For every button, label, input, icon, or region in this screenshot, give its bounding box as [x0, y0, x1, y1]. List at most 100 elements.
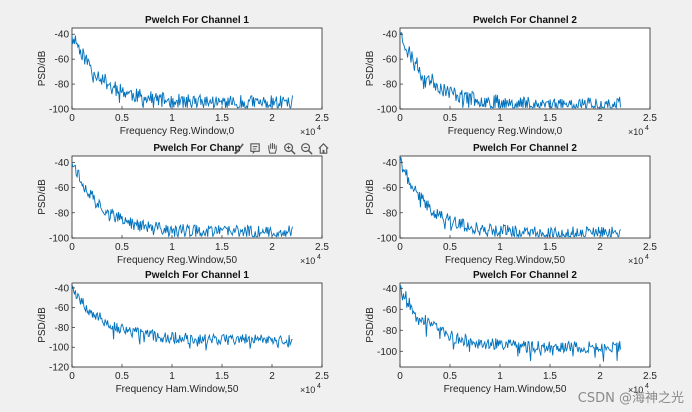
- psd-line: [399, 156, 621, 239]
- y-axis-label: PSD/dB: [365, 50, 376, 86]
- x-tick-label: 0.5: [115, 242, 129, 253]
- y-tick-label: -40: [383, 158, 398, 169]
- y-tick-label: -40: [55, 283, 70, 294]
- y-tick-label: -80: [383, 208, 398, 219]
- x-tick-label: 0: [69, 371, 75, 382]
- y-tick-label: -60: [383, 183, 398, 194]
- x-exponent-label: ×10: [628, 385, 643, 395]
- x-tick-label: 2.5: [315, 371, 329, 382]
- x-tick-label: 0.5: [443, 371, 457, 382]
- y-tick-label: -100: [377, 105, 397, 116]
- x-tick-label: 1: [497, 242, 503, 253]
- y-tick-label: -100: [377, 234, 397, 245]
- x-tick-label: 2.5: [643, 242, 657, 253]
- plot-area: [399, 282, 651, 368]
- x-tick-label: 0: [397, 371, 403, 382]
- x-tick-label: 0.5: [443, 113, 457, 124]
- x-exponent-power: 4: [645, 125, 649, 132]
- x-tick-label: 2.5: [643, 371, 657, 382]
- x-exponent-power: 4: [645, 383, 649, 390]
- datatip-icon: [249, 142, 260, 154]
- x-axis-label: Frequency Reg.Window,0: [120, 126, 235, 137]
- x-exponent-label: ×10: [628, 256, 643, 266]
- chart-title: Pwelch For Chann: [153, 143, 240, 154]
- y-axis-label: PSD/dB: [37, 179, 48, 215]
- brush-button[interactable]: [231, 141, 245, 155]
- restore-view-button[interactable]: [316, 141, 330, 155]
- x-tick-label: 1.5: [543, 242, 557, 253]
- y-axis-label: PSD/dB: [37, 307, 48, 343]
- x-tick-label: 1.5: [215, 371, 229, 382]
- y-tick-label: -60: [383, 55, 398, 66]
- x-tick-label: 1.5: [215, 242, 229, 253]
- x-tick-label: 0.5: [115, 113, 129, 124]
- y-axis-label: PSD/dB: [365, 179, 376, 215]
- y-tick-label: -120: [49, 363, 69, 374]
- y-tick-label: -100: [49, 343, 69, 354]
- plot-area: [399, 27, 651, 110]
- x-tick-label: 2: [269, 242, 275, 253]
- y-tick-label: -60: [55, 55, 70, 66]
- pan-icon: [267, 142, 277, 154]
- x-axis-label: Frequency Reg.Window,50: [117, 255, 238, 266]
- x-axis-label: Frequency Reg.Window,0: [448, 126, 563, 137]
- x-tick-label: 0: [69, 113, 75, 124]
- x-exponent-power: 4: [317, 254, 321, 261]
- y-tick-label: -80: [55, 80, 70, 91]
- y-tick-label: -60: [55, 183, 70, 194]
- x-tick-label: 0.5: [443, 242, 457, 253]
- zoom-out-icon: [300, 142, 313, 155]
- x-tick-label: 2: [269, 113, 275, 124]
- y-tick-label: -80: [383, 80, 398, 91]
- x-exponent-power: 4: [317, 125, 321, 132]
- y-tick-label: -60: [383, 305, 398, 316]
- chart-title: Pwelch For Channel 2: [473, 270, 577, 281]
- x-tick-label: 0: [397, 242, 403, 253]
- x-tick-label: 0.5: [115, 371, 129, 382]
- y-tick-label: -100: [377, 347, 397, 358]
- psd-line: [71, 285, 293, 351]
- x-exponent-label: ×10: [300, 256, 315, 266]
- chart-title: Pwelch For Channel 1: [145, 15, 249, 26]
- psd-line: [71, 35, 293, 110]
- plot-area: [71, 27, 323, 110]
- axes-toolbar: [231, 140, 330, 156]
- x-exponent-power: 4: [645, 254, 649, 261]
- zoom-out-button[interactable]: [299, 141, 313, 155]
- x-tick-label: 1: [169, 371, 175, 382]
- plot-area: [71, 282, 323, 368]
- y-tick-label: -80: [55, 323, 70, 334]
- x-tick-label: 2.5: [315, 242, 329, 253]
- y-axis-label: PSD/dB: [365, 307, 376, 343]
- y-tick-label: -80: [383, 326, 398, 337]
- chart-title: Pwelch For Channel 2: [473, 15, 577, 26]
- psd-line: [399, 32, 621, 110]
- x-exponent-label: ×10: [300, 385, 315, 395]
- x-tick-label: 1: [169, 113, 175, 124]
- x-exponent-power: 4: [317, 383, 321, 390]
- x-tick-label: 2: [597, 113, 603, 124]
- y-tick-label: -100: [49, 234, 69, 245]
- plot-area: [399, 155, 651, 239]
- x-tick-label: 0: [69, 242, 75, 253]
- zoom-in-button[interactable]: [282, 141, 296, 155]
- y-tick-label: -40: [383, 30, 398, 41]
- x-tick-label: 2: [269, 371, 275, 382]
- x-tick-label: 1.5: [543, 113, 557, 124]
- plot-area: [71, 155, 323, 239]
- pan-button[interactable]: [265, 141, 279, 155]
- x-tick-label: 2.5: [315, 113, 329, 124]
- x-tick-label: 2.5: [643, 113, 657, 124]
- x-tick-label: 1: [497, 113, 503, 124]
- psd-line: [399, 285, 621, 362]
- y-tick-label: -40: [383, 284, 398, 295]
- subplot-3: 0 0.5 1 1.5 2 2.5 -40 -60 -80 -100 Pwelch For Chan…: [37, 143, 329, 266]
- subplot-4: 0 0.5 1 1.5 2 2.5 -40 -60 -80 -100 Pwelch For Chan…: [365, 143, 657, 266]
- x-tick-label: 0: [397, 113, 403, 124]
- x-tick-label: 1.5: [215, 113, 229, 124]
- y-tick-label: -100: [49, 105, 69, 116]
- x-axis-label: Frequency Reg.Window,50: [445, 255, 566, 266]
- chart-title: Pwelch For Channel 2: [473, 143, 577, 154]
- datatip-button[interactable]: [248, 141, 262, 155]
